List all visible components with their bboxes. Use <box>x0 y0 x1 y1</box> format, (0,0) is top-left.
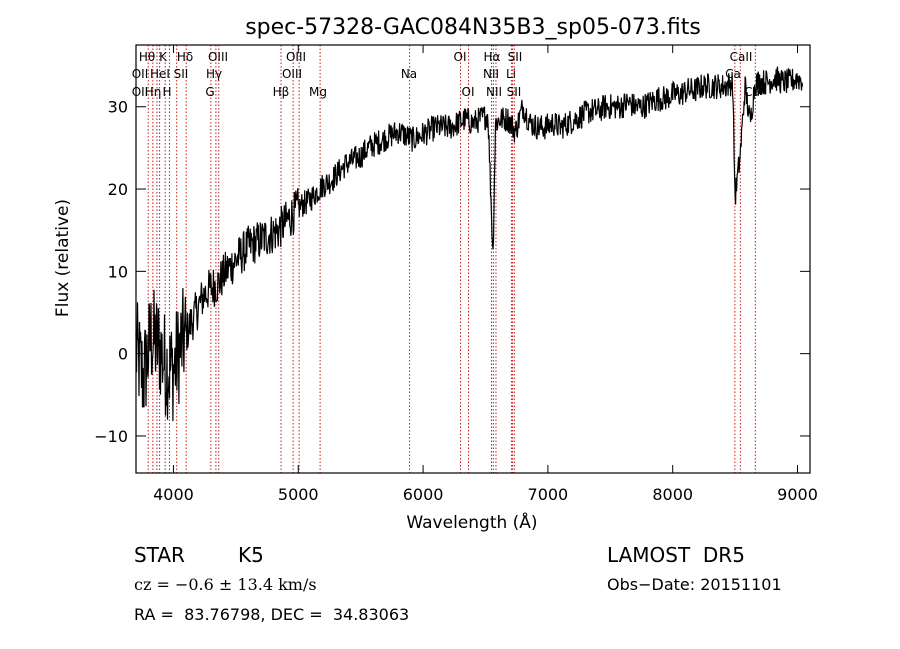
line-label-top_row-2: Hδ <box>177 50 193 64</box>
x-axis-ticks: 4000 5000 6000 7000 8000 9000 <box>153 45 818 504</box>
y-tick-label-0: −10 <box>94 427 128 446</box>
line-label-second_row-3: Hγ <box>206 67 222 81</box>
y-tick-label-2: 10 <box>108 262 128 281</box>
survey-name: LAMOST DR5 <box>607 543 745 567</box>
spectral-line-labels: Hθ K Hδ OIII OIII OI Hα SII CaII OII HeI SII Hγ OIII N… <box>132 50 760 99</box>
redshift-velocity: cz = −0.6 ± 13.4 km/s <box>134 575 317 594</box>
x-axis-label: Wavelength (Å) <box>406 511 537 533</box>
line-label-second_row-1: HeI <box>150 67 170 81</box>
y-tick-label-1: 0 <box>118 345 128 364</box>
line-label-second_row-0: OII <box>132 67 149 81</box>
x-tick-label-4: 8000 <box>652 485 693 504</box>
line-label-top_row-8: CaII <box>730 50 753 64</box>
spectrum-line <box>135 66 804 422</box>
x-tick-label-1: 5000 <box>278 485 319 504</box>
object-class: STAR <box>134 543 185 567</box>
line-label-third_row-3: G <box>205 85 214 99</box>
x-tick-label-5: 9000 <box>777 485 818 504</box>
line-label-third_row-1: Hη <box>145 85 162 99</box>
line-label-second_row-2: SII <box>174 67 189 81</box>
line-label-top_row-3: OIII <box>208 50 228 64</box>
line-label-second_row-7: Li <box>506 67 516 81</box>
y-axis-label: Flux (relative) <box>53 199 73 317</box>
line-label-top_row-1: K <box>159 50 168 64</box>
sky-coordinates: RA = 83.76798, DEC = 34.83063 <box>134 605 410 624</box>
line-label-second_row-5: Na <box>401 67 417 81</box>
line-label-third_row-4: Hβ <box>273 85 290 99</box>
spectral-line-markers <box>147 45 756 473</box>
line-label-second_row-6: NII <box>483 67 499 81</box>
line-label-second_row-4: OIII <box>282 67 302 81</box>
x-tick-label-3: 7000 <box>528 485 569 504</box>
observation-date: Obs−Date: 20151101 <box>607 575 782 594</box>
plot-frame <box>135 44 811 474</box>
line-label-third_row-5: Mg <box>309 85 327 99</box>
line-label-top_row-4: OIII <box>286 50 306 64</box>
y-axis-ticks: −10 0 10 20 30 <box>94 98 810 446</box>
line-label-top_row-6: Hα <box>484 50 501 64</box>
line-label-third_row-6: OI <box>462 85 475 99</box>
x-tick-label-2: 6000 <box>403 485 444 504</box>
line-label-top_row-7: SII <box>508 50 523 64</box>
object-subclass: K5 <box>238 543 264 567</box>
line-label-top_row-5: OI <box>454 50 467 64</box>
chart-title: spec-57328-GAC084N35B3_sp05-073.fits <box>245 15 701 40</box>
y-tick-label-3: 20 <box>108 180 128 199</box>
x-tick-label-0: 4000 <box>153 485 194 504</box>
y-tick-label-4: 30 <box>108 98 128 117</box>
line-label-third_row-7: NII <box>486 85 502 99</box>
line-label-third_row-8: SII <box>507 85 522 99</box>
line-label-second_row-8: Ca <box>725 67 741 81</box>
line-label-top_row-0: Hθ <box>139 50 155 64</box>
line-label-third_row-2: H <box>162 85 171 99</box>
